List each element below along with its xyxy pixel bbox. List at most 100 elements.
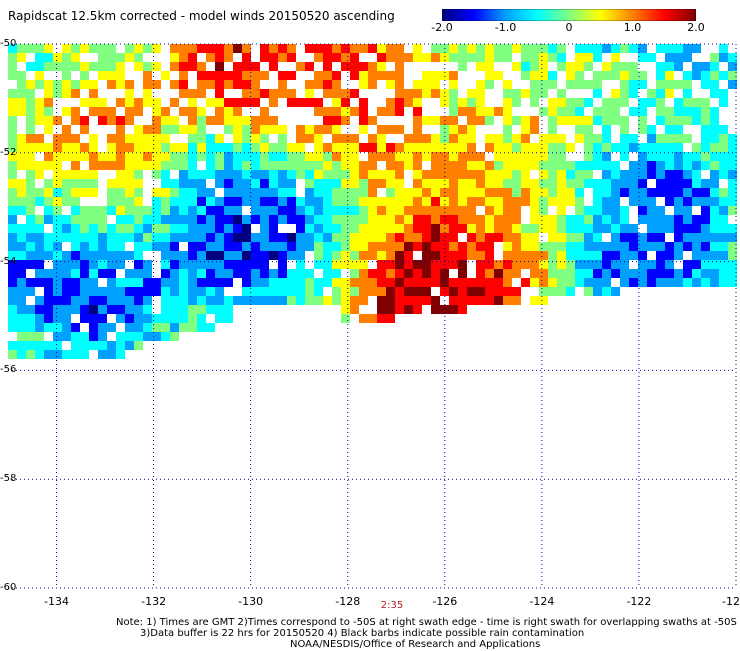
wind-cell: [206, 224, 215, 233]
wind-cell: [341, 116, 350, 125]
wind-cell: [170, 44, 179, 53]
wind-cell: [692, 143, 701, 152]
wind-cell: [125, 323, 134, 332]
wind-cell: [710, 116, 719, 125]
wind-cell: [350, 161, 359, 170]
latitude-label: -54: [0, 255, 17, 267]
wind-cell: [80, 332, 89, 341]
wind-cell: [161, 314, 170, 323]
wind-cell: [485, 287, 494, 296]
wind-cell: [44, 152, 53, 161]
wind-cell: [71, 260, 80, 269]
wind-cell: [215, 161, 224, 170]
wind-cell: [647, 206, 656, 215]
wind-cell: [728, 260, 737, 269]
wind-cell: [251, 98, 260, 107]
wind-cell: [539, 296, 548, 305]
wind-cell: [431, 224, 440, 233]
wind-cell: [53, 179, 62, 188]
wind-cell: [179, 323, 188, 332]
wind-cell: [224, 305, 233, 314]
wind-cell: [26, 197, 35, 206]
wind-cell: [188, 170, 197, 179]
time-label: 2:35: [380, 600, 404, 611]
wind-cell: [656, 188, 665, 197]
wind-cell: [377, 170, 386, 179]
wind-cell: [323, 278, 332, 287]
wind-cell: [107, 62, 116, 71]
wind-cell: [395, 71, 404, 80]
wind-cell: [116, 62, 125, 71]
wind-cell: [260, 269, 269, 278]
wind-cell: [368, 116, 377, 125]
wind-cell: [701, 206, 710, 215]
wind-cell: [440, 134, 449, 143]
wind-cell: [62, 305, 71, 314]
wind-cell: [26, 323, 35, 332]
wind-cell: [476, 152, 485, 161]
wind-cell: [116, 152, 125, 161]
wind-cell: [341, 233, 350, 242]
wind-cell: [341, 287, 350, 296]
wind-cell: [134, 215, 143, 224]
wind-cell: [251, 251, 260, 260]
wind-cell: [359, 71, 368, 80]
wind-cell: [53, 152, 62, 161]
wind-cell: [413, 107, 422, 116]
wind-cell: [98, 350, 107, 359]
wind-cell: [143, 296, 152, 305]
wind-cell: [467, 179, 476, 188]
wind-cell: [89, 242, 98, 251]
wind-cell: [260, 125, 269, 134]
wind-cell: [161, 233, 170, 242]
wind-cell: [530, 98, 539, 107]
wind-cell: [188, 44, 197, 53]
wind-cell: [251, 80, 260, 89]
wind-cell: [395, 287, 404, 296]
wind-cell: [170, 53, 179, 62]
wind-cell: [683, 161, 692, 170]
wind-cell: [548, 116, 557, 125]
wind-cell: [107, 116, 116, 125]
wind-cell: [8, 287, 17, 296]
wind-cell: [692, 107, 701, 116]
wind-cell: [620, 80, 629, 89]
wind-cell: [629, 251, 638, 260]
wind-cell: [89, 107, 98, 116]
wind-cell: [134, 197, 143, 206]
wind-cell: [107, 197, 116, 206]
wind-cell: [197, 179, 206, 188]
wind-cell: [575, 260, 584, 269]
wind-cell: [557, 53, 566, 62]
wind-cell: [386, 143, 395, 152]
wind-cell: [170, 323, 179, 332]
wind-cell: [386, 98, 395, 107]
wind-cell: [359, 197, 368, 206]
wind-cell: [377, 215, 386, 224]
wind-cell: [197, 296, 206, 305]
wind-cell: [125, 233, 134, 242]
wind-cell: [332, 89, 341, 98]
wind-cell: [548, 107, 557, 116]
wind-cell: [719, 143, 728, 152]
wind-cell: [440, 215, 449, 224]
wind-cell: [8, 125, 17, 134]
wind-cell: [107, 287, 116, 296]
wind-cell: [413, 233, 422, 242]
wind-cell: [701, 251, 710, 260]
wind-cell: [602, 143, 611, 152]
wind-cell: [26, 98, 35, 107]
wind-cell: [71, 332, 80, 341]
wind-cell: [179, 152, 188, 161]
wind-cell: [71, 278, 80, 287]
wind-cell: [584, 134, 593, 143]
wind-cell: [251, 152, 260, 161]
wind-cell: [188, 296, 197, 305]
wind-cell: [170, 287, 179, 296]
wind-cell: [260, 170, 269, 179]
wind-cell: [395, 296, 404, 305]
wind-cell: [584, 98, 593, 107]
wind-cell: [8, 215, 17, 224]
wind-cell: [278, 170, 287, 179]
wind-cell: [269, 170, 278, 179]
